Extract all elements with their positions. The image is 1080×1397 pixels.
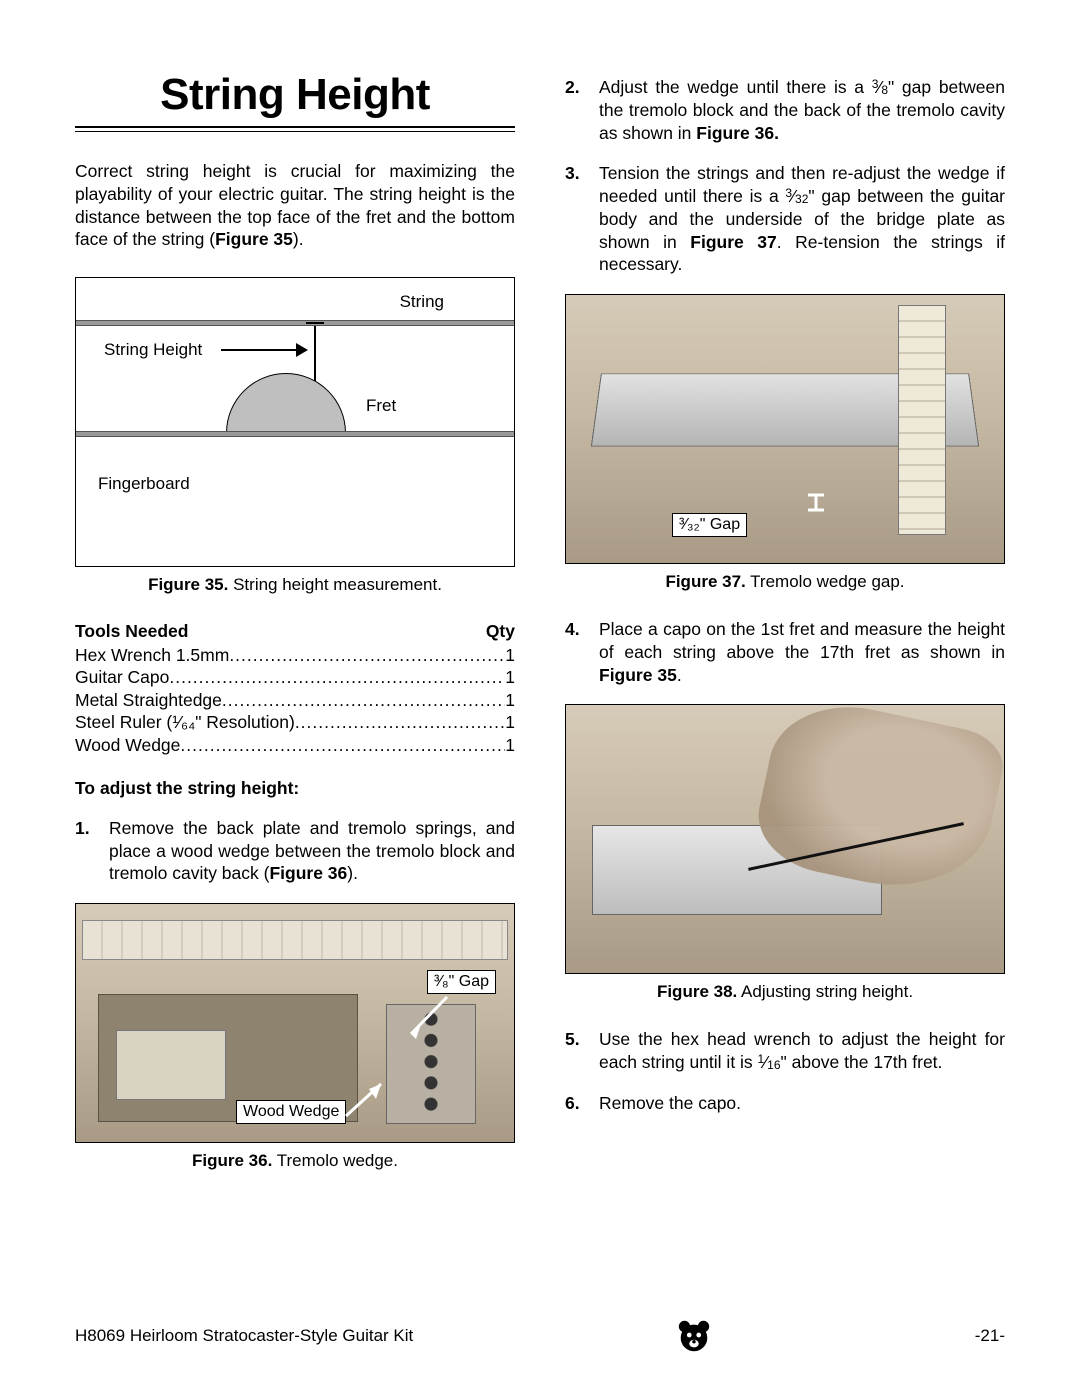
photo-tremolo-block — [386, 1004, 476, 1124]
diagram-string-height-label: String Height — [104, 340, 202, 360]
diagram-fingerboard-band — [76, 431, 514, 437]
figure-37-caption: Figure 37. Tremolo wedge gap. — [565, 572, 1005, 592]
step-num: 4. — [565, 618, 599, 686]
page-footer: H8069 Heirloom Stratocaster-Style Guitar… — [75, 1317, 1005, 1355]
tool-row: Hex Wrench 1.5mm 1 — [75, 644, 515, 666]
figure-37-photo: ³⁄₃₂" Gap — [565, 294, 1005, 564]
title-rule-top — [75, 126, 515, 128]
tool-row: Guitar Capo 1 — [75, 666, 515, 688]
figure-38-num: Figure 38. — [657, 982, 737, 1001]
figure-36-text: Tremolo wedge. — [272, 1151, 398, 1170]
figure-37-num: Figure 37. — [665, 572, 745, 591]
diagram-dim-top-tick — [306, 322, 324, 324]
tool-qty: 1 — [505, 711, 515, 733]
diagram-fret-shape — [226, 373, 346, 433]
figure-36-photo: ³⁄₈" Gap Wood Wedge — [75, 903, 515, 1143]
diagram-arrow-line — [221, 349, 299, 351]
photo-36-wedge-label: Wood Wedge — [236, 1100, 346, 1124]
step-text: Adjust the wedge until there is a 3⁄8" g… — [599, 76, 1005, 144]
figure-36-caption: Figure 36. Tremolo wedge. — [75, 1151, 515, 1171]
photo-plate — [116, 1030, 226, 1100]
tool-dots — [169, 666, 505, 688]
photo-36-gap-label: ³⁄₈" Gap — [427, 970, 496, 994]
figure-35-diagram: String String Height Fret Fingerboard — [75, 277, 515, 567]
figure-36-num: Figure 36. — [192, 1151, 272, 1170]
tools-header-left: Tools Needed — [75, 621, 188, 642]
intro-paragraph: Correct string height is crucial for max… — [75, 160, 515, 251]
tool-name: Metal Straightedge — [75, 689, 222, 711]
step-num: 6. — [565, 1092, 599, 1115]
tool-dots — [222, 689, 505, 711]
tool-dots — [295, 711, 505, 733]
right-column: 2. Adjust the wedge until there is a 3⁄8… — [565, 70, 1005, 1197]
step-4: 4. Place a capo on the 1st fret and meas… — [565, 618, 1005, 686]
step-num: 3. — [565, 162, 599, 276]
figure-35-caption: Figure 35. String height measurement. — [75, 575, 515, 595]
diagram-string-line — [76, 320, 514, 326]
tool-row: Metal Straightedge 1 — [75, 689, 515, 711]
footer-right: -21- — [975, 1326, 1005, 1346]
figure-38-photo — [565, 704, 1005, 974]
figure-38-text: Adjusting string height. — [737, 982, 913, 1001]
tool-name: Wood Wedge — [75, 734, 180, 756]
photo-37-gap-label: ³⁄₃₂" Gap — [672, 513, 747, 537]
footer-left: H8069 Heirloom Stratocaster-Style Guitar… — [75, 1326, 413, 1346]
page-title: String Height — [75, 70, 515, 120]
tool-name: Hex Wrench 1.5mm — [75, 644, 229, 666]
figure-38-caption: Figure 38. Adjusting string height. — [565, 982, 1005, 1002]
step-num: 2. — [565, 76, 599, 144]
tool-dots — [180, 734, 505, 756]
diagram-fret-label: Fret — [366, 396, 396, 416]
step-2: 2. Adjust the wedge until there is a 3⁄8… — [565, 76, 1005, 144]
tool-qty: 1 — [505, 644, 515, 666]
step-text: Tension the strings and then re-adjust t… — [599, 162, 1005, 276]
photo-ruler — [82, 920, 508, 960]
figure-37-text: Tremolo wedge gap. — [746, 572, 905, 591]
step-5: 5. Use the hex head wrench to adjust the… — [565, 1028, 1005, 1074]
tool-qty: 1 — [505, 666, 515, 688]
figure-35-num: Figure 35. — [148, 575, 228, 594]
step-3: 3. Tension the strings and then re-adjus… — [565, 162, 1005, 276]
adjust-heading: To adjust the string height: — [75, 778, 515, 799]
bear-logo-icon — [675, 1317, 713, 1355]
step-text: Remove the back plate and tremolo spring… — [109, 817, 515, 885]
step-6: 6. Remove the capo. — [565, 1092, 1005, 1115]
tool-name: Guitar Capo — [75, 666, 169, 688]
diagram-fingerboard-label: Fingerboard — [98, 474, 190, 494]
title-rule-bottom — [75, 131, 515, 132]
step-num: 1. — [75, 817, 109, 885]
diagram-string-label: String — [400, 292, 444, 312]
diagram-arrow-head — [296, 343, 308, 357]
tool-dots — [229, 644, 505, 666]
step-text: Use the hex head wrench to adjust the he… — [599, 1028, 1005, 1074]
left-column: String Height Correct string height is c… — [75, 70, 515, 1197]
tool-row: Steel Ruler (¹⁄₆₄" Resolution) 1 — [75, 711, 515, 733]
tool-qty: 1 — [505, 734, 515, 756]
step-num: 5. — [565, 1028, 599, 1074]
tools-header-right: Qty — [486, 621, 515, 642]
figure-35-text: String height measurement. — [228, 575, 442, 594]
step-text: Remove the capo. — [599, 1092, 1005, 1115]
tool-row: Wood Wedge 1 — [75, 734, 515, 756]
photo-ruler-vertical — [898, 305, 946, 535]
tool-qty: 1 — [505, 689, 515, 711]
tools-header: Tools Needed Qty — [75, 621, 515, 642]
step-1: 1. Remove the back plate and tremolo spr… — [75, 817, 515, 885]
tool-name: Steel Ruler (¹⁄₆₄" Resolution) — [75, 711, 295, 733]
step-text: Place a capo on the 1st fret and measure… — [599, 618, 1005, 686]
